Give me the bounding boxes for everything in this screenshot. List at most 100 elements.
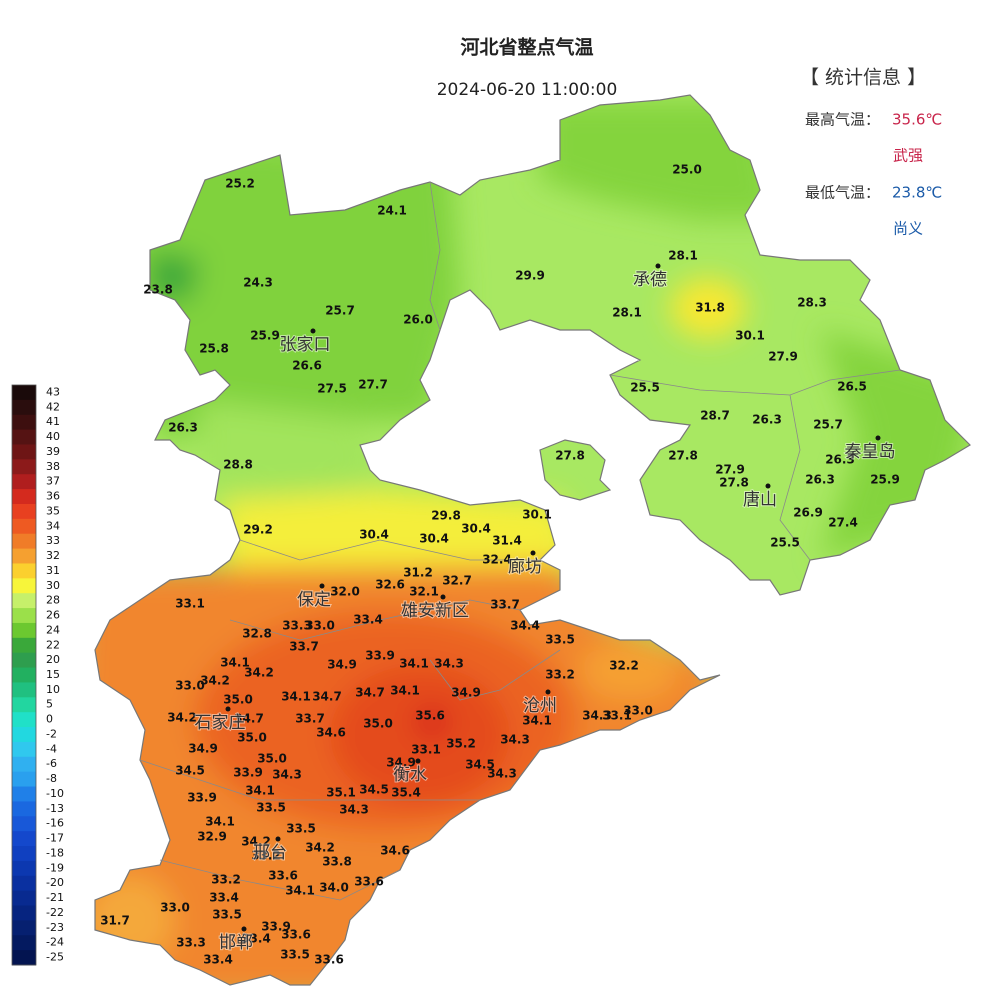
legend-swatch bbox=[12, 399, 36, 416]
legend-swatch bbox=[12, 890, 36, 907]
legend-label: 31 bbox=[46, 564, 60, 577]
legend-label: -2 bbox=[46, 727, 57, 740]
station-temperature: 33.9 bbox=[261, 920, 291, 934]
legend-label: 5 bbox=[46, 698, 53, 711]
legend-swatch bbox=[12, 846, 36, 862]
legend-label: -10 bbox=[46, 787, 64, 800]
legend-swatch bbox=[12, 429, 36, 445]
city-dot bbox=[765, 483, 771, 489]
stats-heading: 【 统计信息 】 bbox=[800, 67, 926, 89]
legend-swatch bbox=[12, 459, 36, 475]
stats-max-label: 最高气温： bbox=[805, 111, 880, 129]
station-temperature: 33.0 bbox=[160, 901, 190, 915]
station-temperature: 28.1 bbox=[612, 306, 642, 320]
station-temperature: 34.1 bbox=[522, 714, 552, 728]
city-name: 张家口 bbox=[280, 335, 331, 355]
station-temperature: 34.4 bbox=[510, 619, 540, 633]
station-temperature: 33.3 bbox=[176, 936, 206, 950]
station-temperature: 27.8 bbox=[719, 476, 749, 490]
station-temperature: 29.8 bbox=[431, 509, 461, 523]
station-temperature: 35.0 bbox=[257, 752, 287, 766]
station-temperature: 31.4 bbox=[492, 534, 522, 548]
legend-label: 20 bbox=[46, 653, 60, 666]
title: 河北省整点气温 bbox=[460, 36, 593, 59]
station-temperature: 34.3 bbox=[500, 733, 530, 747]
legend-swatch bbox=[12, 593, 36, 609]
station-temperature: 33.0 bbox=[305, 619, 335, 633]
station-temperature: 27.5 bbox=[317, 382, 347, 396]
station-temperature: 26.0 bbox=[403, 313, 433, 327]
station-temperature: 33.6 bbox=[314, 953, 344, 967]
station-temperature: 27.9 bbox=[768, 350, 798, 364]
station-temperature: 35.4 bbox=[391, 786, 421, 800]
station-temperature: 28.3 bbox=[797, 296, 827, 310]
station-temperature: 34.3 bbox=[339, 803, 369, 817]
station-temperature: 33.2 bbox=[251, 849, 281, 863]
timestamp: 2024-06-20 11:00:00 bbox=[437, 80, 618, 100]
legend-label: -24 bbox=[46, 936, 64, 949]
city-name: 唐山 bbox=[743, 489, 777, 510]
city-dot bbox=[241, 926, 247, 932]
station-temperature: 27.7 bbox=[358, 378, 388, 392]
station-temperature: 33.1 bbox=[602, 709, 632, 723]
station-temperature: 33.3 bbox=[282, 619, 312, 633]
legend-swatch bbox=[12, 935, 36, 951]
station-temperature: 33.1 bbox=[175, 597, 205, 611]
station-temperature: 26.3 bbox=[752, 413, 782, 427]
station-temperature: 34.1 bbox=[220, 656, 250, 670]
station-temperature: 32.4 bbox=[482, 553, 512, 567]
station-temperature: 34.1 bbox=[205, 815, 235, 829]
station-temperature: 34.1 bbox=[281, 690, 311, 704]
legend-swatch bbox=[12, 950, 36, 966]
station-temperature: 34.7 bbox=[355, 686, 385, 700]
station-temperature: 34.1 bbox=[245, 784, 275, 798]
station-temperature: 25.8 bbox=[199, 342, 229, 356]
station-temperature: 25.2 bbox=[225, 177, 255, 191]
station-temperature: 26.3 bbox=[825, 453, 855, 467]
station-temperature: 33.8 bbox=[322, 855, 352, 869]
legend-label: -19 bbox=[46, 861, 64, 874]
stats-min-label: 最低气温： bbox=[805, 184, 880, 202]
station-temperature: 34.2 bbox=[241, 835, 271, 849]
station-temperature: 27.9 bbox=[715, 463, 745, 477]
station-temperature: 34.2 bbox=[200, 674, 230, 688]
station-temperature: 34.7 bbox=[234, 712, 264, 726]
legend-swatch bbox=[12, 667, 36, 683]
station-temperature: 34.6 bbox=[316, 726, 346, 740]
station-temperature: 35.0 bbox=[223, 693, 253, 707]
stats-min-value: 23.8℃ bbox=[892, 184, 942, 202]
station-temperature: 33.4 bbox=[241, 932, 271, 946]
legend-label: -6 bbox=[46, 757, 57, 770]
legend-label: -22 bbox=[46, 906, 64, 919]
province-outline bbox=[94, 94, 971, 986]
legend-label: 41 bbox=[46, 415, 60, 428]
legend-swatch bbox=[12, 905, 36, 921]
station-temperature: 25.0 bbox=[672, 163, 702, 177]
legend-swatch bbox=[12, 786, 36, 802]
station-temperature: 34.2 bbox=[305, 841, 335, 855]
city-dot bbox=[415, 758, 421, 764]
station-temperature: 35.6 bbox=[415, 709, 445, 723]
station-temperature: 33.0 bbox=[623, 704, 653, 718]
city-dot bbox=[310, 328, 316, 334]
city-name: 承德 bbox=[633, 270, 667, 290]
station-temperature: 26.3 bbox=[168, 421, 198, 435]
station-temperature: 31.8 bbox=[695, 301, 725, 315]
station-temperature: 33.5 bbox=[280, 948, 310, 962]
station-temperature: 34.9 bbox=[386, 756, 416, 770]
station-temperature: 26.6 bbox=[292, 359, 322, 373]
legend-swatch bbox=[12, 474, 36, 490]
legend-swatch bbox=[12, 622, 36, 639]
station-temperature: 34.5 bbox=[465, 758, 495, 772]
station-temperature: 33.6 bbox=[268, 869, 298, 883]
station-temperature: 33.7 bbox=[289, 640, 319, 654]
station-temperature: 32.7 bbox=[442, 574, 472, 588]
station-temperature: 31.7 bbox=[100, 914, 130, 928]
station-temperature: 32.9 bbox=[197, 830, 227, 844]
station-temperature: 31.2 bbox=[403, 566, 433, 580]
legend-label: 0 bbox=[46, 713, 53, 726]
station-temperature: 28.1 bbox=[668, 249, 698, 263]
station-temperature: 33.2 bbox=[545, 668, 575, 682]
station-temperature: 25.7 bbox=[325, 304, 355, 318]
